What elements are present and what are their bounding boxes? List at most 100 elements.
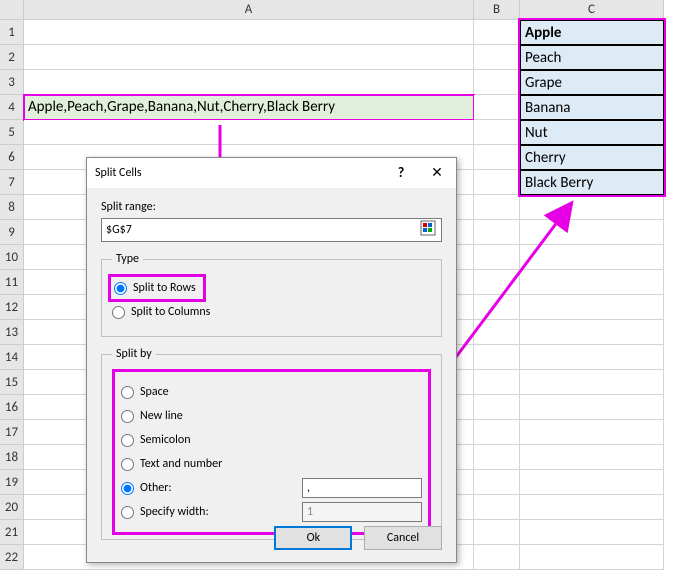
cell[interactable]	[520, 270, 664, 295]
cell[interactable]	[520, 470, 664, 495]
split-range-input[interactable]	[101, 218, 442, 242]
row-header[interactable]: 10	[0, 245, 24, 270]
cell[interactable]	[520, 370, 664, 395]
cell[interactable]	[520, 445, 664, 470]
cell[interactable]	[474, 220, 520, 245]
row-header[interactable]: 12	[0, 295, 24, 320]
cell[interactable]	[520, 420, 664, 445]
result-cell[interactable]: Apple	[520, 20, 664, 45]
cell[interactable]	[24, 120, 474, 145]
newline-label: New line	[140, 409, 183, 423]
cell[interactable]	[520, 495, 664, 520]
row-header[interactable]: 16	[0, 395, 24, 420]
row-header[interactable]: 21	[0, 520, 24, 545]
cell[interactable]	[474, 420, 520, 445]
cell[interactable]	[474, 70, 520, 95]
close-button[interactable]: ✕	[422, 158, 452, 188]
cell[interactable]	[520, 345, 664, 370]
help-button[interactable]: ?	[386, 158, 416, 188]
cell[interactable]	[474, 495, 520, 520]
cell[interactable]	[474, 195, 520, 220]
textnum-radio[interactable]	[121, 458, 134, 471]
row-header[interactable]: 2	[0, 45, 24, 70]
result-cell[interactable]: Peach	[520, 45, 664, 70]
newline-radio[interactable]	[121, 410, 134, 423]
cell-a4[interactable]: Apple,Peach,Grape,Banana,Nut,Cherry,Blac…	[24, 95, 474, 120]
result-cell[interactable]: Banana	[520, 95, 664, 120]
range-picker-icon[interactable]	[420, 220, 440, 240]
row-header[interactable]: 4	[0, 95, 24, 120]
cell[interactable]	[520, 245, 664, 270]
cell[interactable]	[520, 295, 664, 320]
cell[interactable]	[474, 120, 520, 145]
row-header[interactable]: 22	[0, 545, 24, 570]
split-cells-dialog: Split Cells ? ✕ Split range: Type Split …	[86, 157, 457, 563]
result-cell[interactable]: Nut	[520, 120, 664, 145]
other-label: Other:	[140, 481, 172, 495]
cell[interactable]	[24, 45, 474, 70]
type-legend: Type	[112, 252, 143, 266]
split-to-rows-radio[interactable]	[114, 282, 127, 295]
cell[interactable]	[474, 370, 520, 395]
result-cell[interactable]: Cherry	[520, 145, 664, 170]
row-header[interactable]: 3	[0, 70, 24, 95]
row-header[interactable]: 11	[0, 270, 24, 295]
col-header-a[interactable]: A	[24, 0, 474, 20]
cell[interactable]	[474, 20, 520, 45]
row-header[interactable]: 14	[0, 345, 24, 370]
row-header[interactable]: 18	[0, 445, 24, 470]
cell[interactable]	[520, 520, 664, 545]
cell[interactable]	[474, 245, 520, 270]
cell[interactable]	[24, 20, 474, 45]
row-header[interactable]: 8	[0, 195, 24, 220]
cancel-button[interactable]: Cancel	[364, 526, 442, 550]
textnum-label: Text and number	[140, 457, 222, 471]
cell[interactable]	[474, 145, 520, 170]
ok-button[interactable]: Ok	[274, 526, 352, 550]
row-header[interactable]: 20	[0, 495, 24, 520]
cell[interactable]	[520, 320, 664, 345]
cell[interactable]	[24, 70, 474, 95]
dialog-titlebar[interactable]: Split Cells ? ✕	[87, 158, 456, 188]
cell[interactable]	[474, 170, 520, 195]
width-radio[interactable]	[121, 506, 134, 519]
space-radio[interactable]	[121, 386, 134, 399]
result-cell[interactable]: Black Berry	[520, 170, 664, 195]
row-header[interactable]: 7	[0, 170, 24, 195]
col-header-b[interactable]: B	[474, 0, 520, 20]
cell[interactable]	[474, 295, 520, 320]
cell[interactable]	[474, 345, 520, 370]
row-header[interactable]: 13	[0, 320, 24, 345]
row-header[interactable]: 5	[0, 120, 24, 145]
semicolon-label: Semicolon	[140, 433, 191, 447]
split-to-columns-label: Split to Columns	[131, 305, 210, 319]
cell[interactable]	[474, 45, 520, 70]
split-to-rows-label: Split to Rows	[133, 281, 196, 295]
row-header[interactable]: 15	[0, 370, 24, 395]
cell[interactable]	[474, 270, 520, 295]
row-header[interactable]: 1	[0, 20, 24, 45]
cell[interactable]	[520, 545, 664, 570]
result-cell[interactable]: Grape	[520, 70, 664, 95]
cell[interactable]	[474, 520, 520, 545]
other-radio[interactable]	[121, 482, 134, 495]
width-label: Specify width:	[140, 505, 209, 519]
row-header[interactable]: 17	[0, 420, 24, 445]
cell[interactable]	[474, 395, 520, 420]
cell[interactable]	[474, 95, 520, 120]
cell[interactable]	[520, 220, 664, 245]
cell[interactable]	[520, 195, 664, 220]
row-header[interactable]: 9	[0, 220, 24, 245]
row-header[interactable]: 6	[0, 145, 24, 170]
split-to-columns-radio[interactable]	[112, 306, 125, 319]
col-header-c[interactable]: C	[520, 0, 664, 20]
cell[interactable]	[474, 320, 520, 345]
other-input[interactable]	[302, 478, 422, 498]
cell[interactable]	[474, 470, 520, 495]
cell[interactable]	[474, 445, 520, 470]
select-all-corner[interactable]	[0, 0, 24, 20]
row-header[interactable]: 19	[0, 470, 24, 495]
semicolon-radio[interactable]	[121, 434, 134, 447]
cell[interactable]	[474, 545, 520, 570]
cell[interactable]	[520, 395, 664, 420]
